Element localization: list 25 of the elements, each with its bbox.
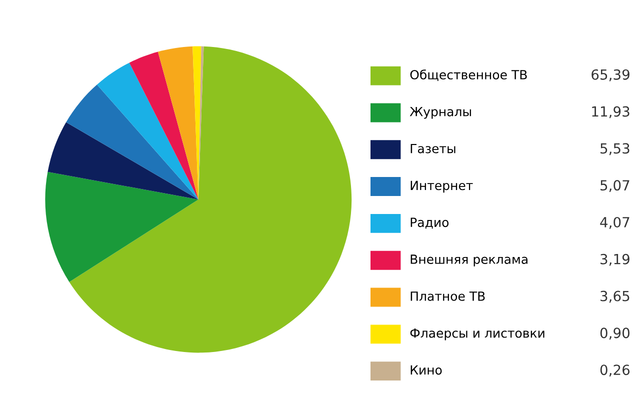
legend-label: Интернет	[410, 180, 473, 193]
legend-label: Платное ТВ	[410, 292, 485, 301]
data-label: 5,07	[600, 180, 630, 192]
legend-label: Внешняя реклама	[410, 254, 528, 266]
data-label: 65,39	[592, 69, 630, 82]
data-label: 3,65	[600, 290, 630, 303]
data-label: 4,07	[600, 216, 630, 229]
legend-label: Флаерсы и листовки	[410, 328, 544, 340]
data-label: 0,90	[600, 328, 630, 340]
pie-slice	[48, 122, 198, 200]
pie-slice	[66, 84, 198, 200]
data-label: 5,53	[600, 143, 630, 156]
pie-slice	[69, 46, 352, 353]
pie-slice	[96, 62, 198, 200]
legend-label: Газеты	[410, 144, 456, 154]
data-label: 11,93	[592, 106, 630, 118]
pie-slice	[45, 172, 198, 282]
legend-label: Журналы	[410, 107, 471, 119]
pie-slice	[158, 46, 198, 200]
legend-label: Кино	[410, 365, 442, 375]
legend-label: Радио	[410, 218, 449, 229]
legend-label: Общественное ТВ	[410, 70, 527, 81]
data-label: 3,19	[600, 254, 630, 266]
pie-slice	[129, 52, 198, 200]
data-label: 0,26	[600, 364, 630, 377]
